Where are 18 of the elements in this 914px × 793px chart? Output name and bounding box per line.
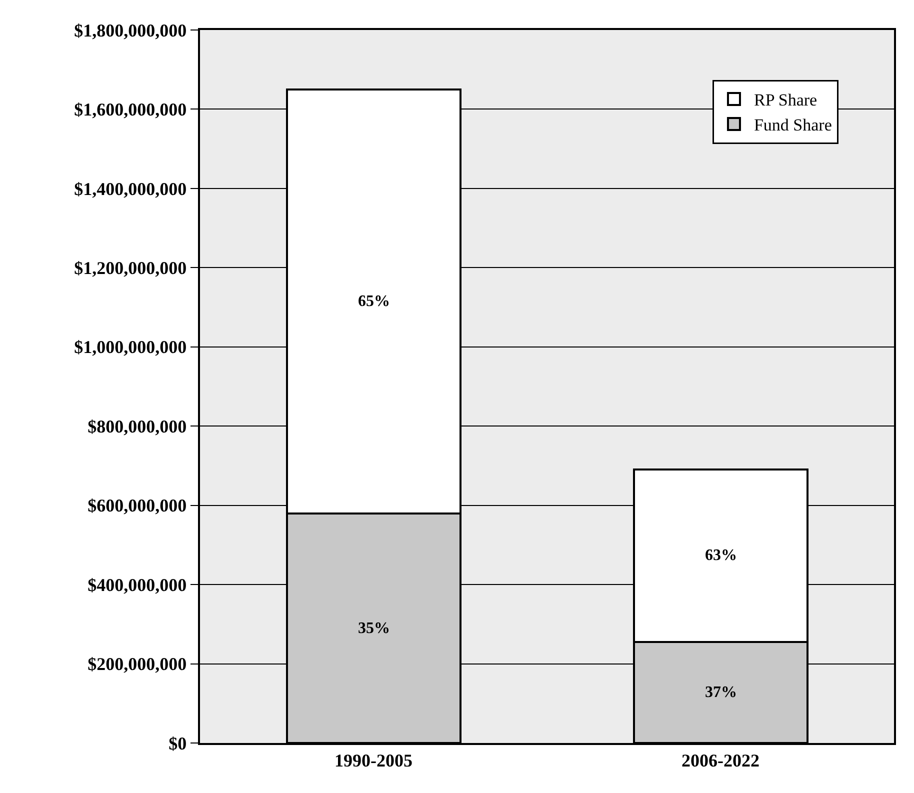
annotation: 35% (358, 620, 390, 637)
y-tick-label: $800,000,000 (88, 416, 187, 436)
annotation: 65% (358, 293, 390, 310)
x-tick-label: 1990-2005 (334, 750, 412, 770)
legend-label: Fund Share (754, 116, 832, 135)
y-tick-label: $1,000,000,000 (74, 337, 187, 358)
y-tick-label: $1,800,000,000 (74, 20, 187, 40)
x-tick-label: 2006-2022 (682, 750, 760, 770)
y-tick-label: $600,000,000 (88, 496, 187, 516)
y-tick-label: $200,000,000 (88, 654, 187, 674)
y-tick-label: $1,200,000,000 (74, 258, 187, 278)
y-tick-label: $0 (168, 733, 187, 754)
y-tick-label: $1,600,000,000 (74, 100, 187, 120)
annotation: 63% (705, 547, 737, 564)
legend-label: RP Share (754, 90, 818, 110)
y-tick-label: $1,400,000,000 (74, 178, 187, 199)
annotation: 37% (705, 684, 737, 701)
y-tick-label: $400,000,000 (88, 574, 187, 595)
